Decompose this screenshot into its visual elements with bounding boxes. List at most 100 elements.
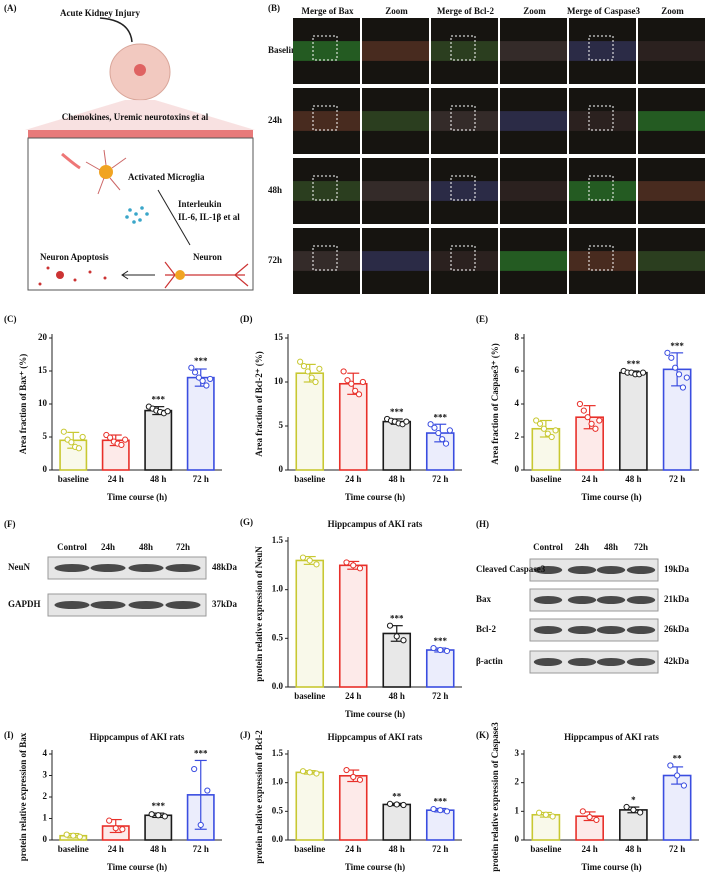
data-point [306,557,313,564]
y-tick-label: 1 [43,813,48,823]
data-point [106,817,113,824]
data-point [544,430,551,437]
y-tick-label: 3 [43,770,48,780]
significance: *** [670,341,684,351]
x-tick-label: 24 h [345,691,361,701]
panel-label: (J) [240,730,251,740]
data-point [356,776,364,783]
band [596,626,626,634]
panel-label: (K) [476,730,489,740]
size-label: 26kDa [664,624,690,634]
significance: *** [390,614,404,624]
bar [338,564,368,688]
y-tick-label: 2 [515,431,520,441]
bar [186,376,215,471]
panel-label: (C) [4,314,17,324]
data-point [596,417,603,424]
data-point [623,803,630,811]
data-point [400,637,407,644]
data-point [308,374,315,381]
data-point [580,407,587,414]
y-tick-label: 0.5 [272,805,284,815]
zoom-box [450,105,476,131]
x-axis-label: Time course (h) [345,492,405,502]
bar [619,371,648,471]
data-point [576,400,584,408]
x-tick-label: 48 h [625,474,641,484]
x-tick-label: 48 h [389,474,405,484]
x-tick-label: 48 h [625,844,641,854]
lane-label: 72h [176,542,190,552]
stain [638,181,705,201]
data-point [197,821,204,829]
row-label: Baseline [268,45,300,55]
stain [362,41,429,61]
band [533,596,563,604]
y-tick-label: 0.0 [272,681,284,691]
y-tick-label: 10 [274,376,284,386]
data-point [299,554,307,561]
data-point [549,813,556,820]
x-tick-label: 24 h [108,474,124,484]
y-tick-label: 15 [38,365,48,375]
row-label: 72h [268,255,282,265]
y-tick-label: 8 [515,332,520,342]
band [533,626,563,634]
band [567,596,597,604]
bar [619,809,648,841]
data-point [343,559,350,566]
x-axis-label: Time course (h) [581,862,641,872]
data-point [552,427,559,434]
stain [293,181,360,201]
significance: *** [434,636,448,646]
x-tick-label: baseline [58,474,89,484]
x-tick-label: baseline [294,844,325,854]
neuron-body [175,270,185,280]
x-tick-label: 72 h [193,474,209,484]
bar [295,372,325,471]
data-point [118,441,125,449]
x-tick-label: 72 h [193,844,209,854]
x-tick-label: 24 h [345,474,361,484]
size-label: 19kDa [664,564,690,574]
x-axis-label: Time course (h) [581,492,641,502]
column-header: Zoom [661,6,684,16]
data-point [446,427,453,434]
y-axis-label: protein relative expression of NeuN [254,546,264,682]
diagram-text: Neuron Apoptosis [40,252,109,262]
band [626,626,656,634]
size-label: 42kDa [664,656,690,666]
processes [85,149,127,195]
apoptotic-neuron [38,266,107,286]
y-tick-label: 1 [515,805,520,815]
stain [569,181,636,201]
microglia [99,165,113,179]
y-tick-label: 1.5 [272,535,284,545]
column-header: Zoom [385,6,408,16]
data-point [637,809,644,816]
x-tick-label: 72 h [432,474,448,484]
data-point [535,809,543,816]
bar [382,420,412,471]
x-tick-label: 72 h [669,844,685,854]
diagram-text: Neuron [193,252,222,262]
data-point [386,800,394,807]
significance: *** [194,749,208,759]
lane-label: 48h [604,542,618,552]
y-tick-label: 0 [279,464,284,474]
y-axis-label: Area fraction of Caspase3⁺ (%) [490,343,500,465]
stain [500,111,567,131]
band [596,566,626,574]
data-point [672,364,679,371]
x-tick-label: 48 h [389,844,405,854]
data-point [359,378,366,386]
y-tick-label: 0 [515,834,520,844]
data-point [680,782,688,789]
data-point [313,770,320,777]
bar [295,771,325,841]
bar [425,649,455,688]
data-point [148,811,155,818]
data-point [119,826,126,833]
significance: * [631,795,636,805]
stain [293,111,360,131]
